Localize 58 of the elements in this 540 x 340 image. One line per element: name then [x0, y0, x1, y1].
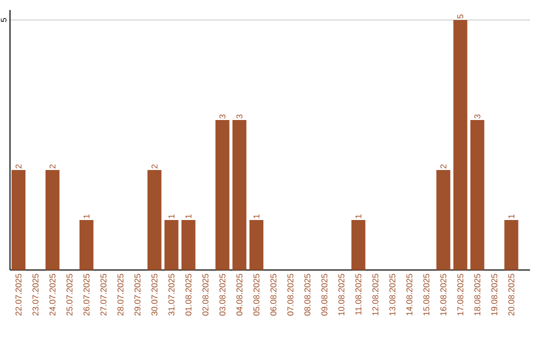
x-tick-label: 27.07.2025	[100, 274, 106, 316]
data-label: 5	[457, 14, 464, 18]
data-label: 1	[186, 214, 192, 218]
x-tick-label: 19.08.2025	[491, 274, 498, 316]
x-tick-label: 23.07.2025	[32, 274, 38, 316]
x-tick-label: 06.08.2025	[270, 274, 276, 316]
x-tick-label: 09.08.2025	[321, 274, 328, 316]
bar	[436, 170, 450, 270]
x-tick-label: 16.08.2025	[440, 274, 446, 316]
x-tick-label: 20.08.2025	[508, 274, 514, 316]
bar	[249, 220, 264, 270]
data-label: 1	[253, 214, 260, 218]
bar	[147, 170, 162, 270]
bar	[232, 120, 246, 270]
x-tick-label: 26.07.2025	[83, 274, 90, 316]
bar	[46, 170, 60, 270]
bar	[453, 20, 468, 270]
data-label: 3	[236, 114, 242, 118]
x-tick-label: 04.08.2025	[236, 274, 242, 316]
x-tick-label: 22.07.2025	[16, 274, 22, 316]
x-tick-label: 02.08.2025	[202, 274, 208, 316]
bar	[351, 220, 366, 270]
x-tick-label: 15.08.2025	[423, 274, 430, 316]
bar	[470, 120, 484, 270]
data-label: 2	[50, 164, 56, 168]
bar	[181, 220, 196, 270]
data-label: 1	[508, 214, 514, 218]
x-tick-label: 24.07.2025	[49, 274, 56, 316]
x-tick-label: 08.08.2025	[304, 274, 310, 316]
data-label: 1	[168, 214, 174, 218]
x-tick-label: 29.07.2025	[134, 274, 140, 316]
data-label: 1	[84, 214, 90, 218]
data-label: 3	[474, 114, 480, 118]
data-label: 2	[440, 164, 446, 168]
x-tick-label: 13.08.2025	[389, 274, 396, 316]
x-tick-label: 05.08.2025	[253, 274, 260, 316]
x-tick-label: 28.07.2025	[117, 274, 124, 316]
x-tick-label: 03.08.2025	[219, 274, 226, 316]
x-tick-label: 25.07.2025	[66, 274, 72, 316]
x-tick-label: 10.08.2025	[338, 274, 344, 316]
x-tick-label: 18.08.2025	[474, 274, 480, 316]
x-tick-label: 14.08.2025	[406, 274, 412, 316]
x-tick-label: 07.08.2025	[287, 274, 294, 316]
bar	[80, 220, 94, 270]
x-tick-label: 17.08.2025	[457, 274, 464, 316]
bar	[12, 170, 26, 270]
bar	[164, 220, 178, 270]
x-tick-label: 30.07.2025	[151, 274, 158, 316]
data-label: 2	[16, 164, 22, 168]
data-label: 1	[355, 214, 362, 218]
x-tick-label: 11.08.2025	[355, 274, 362, 315]
x-tick-label: 31.07.2025	[168, 274, 174, 316]
bar	[504, 220, 518, 270]
bar	[215, 120, 230, 270]
data-label: 2	[151, 164, 158, 168]
x-tick-label: 12.08.2025	[372, 274, 378, 316]
data-label: 3	[219, 114, 226, 118]
x-tick-label: 01.08.2025	[185, 274, 192, 316]
